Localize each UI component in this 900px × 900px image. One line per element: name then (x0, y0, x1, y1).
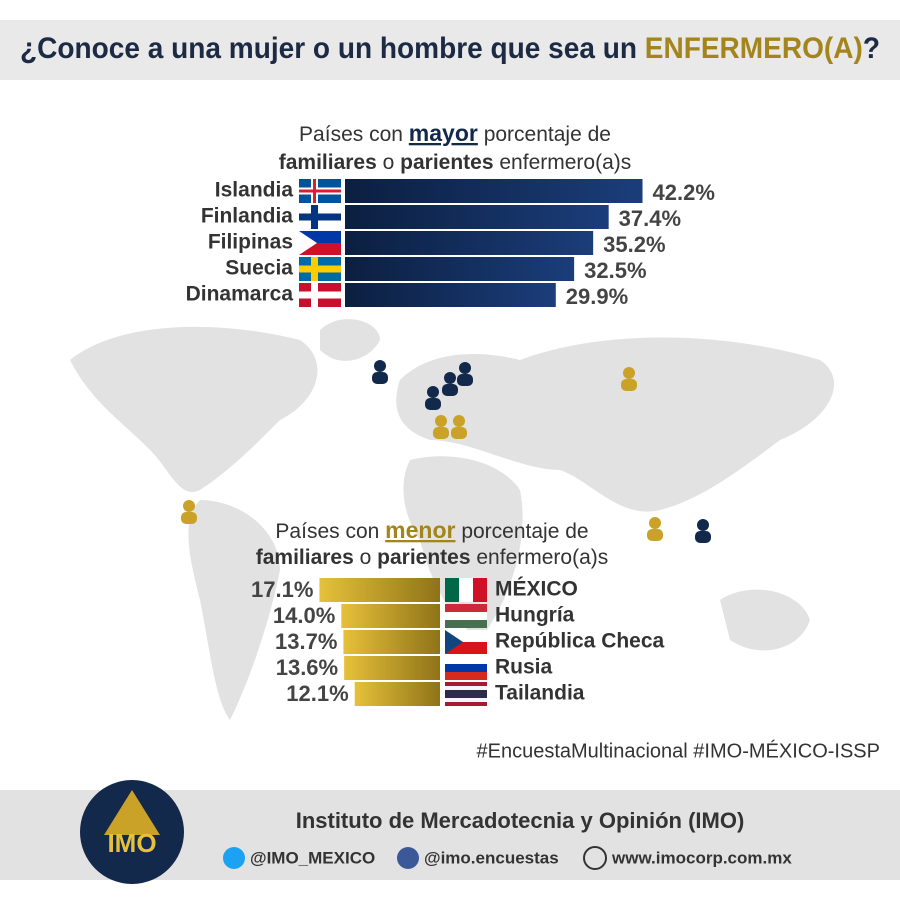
flag (445, 698, 487, 702)
flag (473, 578, 487, 602)
flag (445, 672, 487, 680)
title-part: enfermero(a)s (499, 151, 631, 174)
category-label: Suecia (225, 257, 293, 280)
bar (343, 630, 440, 654)
title-part: parientes (377, 546, 470, 569)
flag (299, 215, 341, 219)
value-label: 37.4% (619, 206, 681, 231)
title-end: ? (863, 32, 880, 65)
title-part: Países con (275, 520, 379, 543)
flag (299, 267, 341, 271)
institute-name: Instituto de Mercadotecnia y Opinión (IM… (296, 808, 745, 833)
chart-title: familiares o parientes enfermero(a)s (279, 151, 632, 174)
title-part: porcentaje de (461, 520, 588, 543)
bar (345, 283, 556, 307)
chart-title: Países con menor porcentaje de (275, 517, 588, 543)
bar (319, 578, 440, 602)
flag (445, 686, 487, 690)
flag (459, 578, 473, 602)
category-label: Rusia (495, 656, 553, 679)
hashtags: #EncuestaMultinacional #IMO-MÉXICO-ISSP (477, 739, 881, 762)
title-part: mayor (409, 120, 478, 146)
world-map (70, 319, 835, 720)
header-band (0, 20, 900, 80)
flag (445, 604, 487, 612)
website: www.imocorp.com.mx (611, 848, 792, 867)
bar (344, 656, 440, 680)
web-icon (583, 846, 607, 870)
category-label: Hungría (495, 604, 575, 627)
flag (445, 578, 459, 602)
category-label: MÉXICO (495, 578, 578, 601)
bar (345, 257, 575, 281)
value-label: 35.2% (603, 232, 665, 257)
category-label: República Checa (495, 630, 665, 653)
value-label: 12.1% (286, 681, 348, 706)
value-label: 17.1% (251, 577, 313, 602)
flag (445, 664, 487, 672)
value-label: 13.7% (275, 629, 337, 654)
charts: Islandia 42.2% Finlandia 37.4% Filipinas 35.2… (186, 179, 715, 706)
category-label: Filipinas (208, 231, 293, 254)
title-text: ¿Conoce a una mujer o un hombre que sea … (20, 32, 645, 65)
value-label: 42.2% (653, 180, 715, 205)
title-highlight: ENFERMERO(A) (645, 32, 863, 65)
title-part: menor (385, 517, 455, 543)
flag (299, 231, 317, 255)
flag (445, 656, 487, 664)
title: ¿Conoce a una mujer o un hombre que sea … (20, 32, 880, 65)
title-part: o (383, 151, 395, 174)
title-part: familiares (256, 546, 354, 569)
flag (445, 702, 487, 706)
title-part: Países con (299, 123, 403, 146)
logo-text: IMO (107, 828, 156, 858)
twitter-handle: @IMO_MEXICO (250, 848, 375, 867)
category-label: Dinamarca (186, 283, 294, 306)
facebook-icon (397, 847, 419, 869)
flag (445, 690, 487, 694)
value-label: 14.0% (273, 603, 335, 628)
title-part: familiares (279, 151, 377, 174)
bar (354, 682, 440, 706)
flag (445, 682, 487, 686)
flag (299, 189, 341, 193)
value-label: 32.5% (584, 258, 646, 283)
title-part: enfermero(a)s (476, 546, 608, 569)
bar (345, 231, 594, 255)
flag (445, 630, 463, 654)
person-icons (181, 360, 711, 543)
twitter-icon (223, 847, 245, 869)
title-part: o (360, 546, 372, 569)
flag (445, 612, 487, 620)
category-label: Islandia (215, 179, 294, 202)
facebook-handle: @imo.encuestas (424, 848, 559, 867)
chart-title: familiares o parientes enfermero(a)s (256, 546, 609, 569)
value-label: 29.9% (566, 284, 628, 309)
value-label: 13.6% (276, 655, 338, 680)
chart-title: Países con mayor porcentaje de (299, 120, 611, 146)
category-label: Tailandia (495, 682, 585, 705)
flag (445, 694, 487, 698)
flag (299, 293, 341, 297)
logo-triangle (104, 790, 160, 835)
flag (445, 620, 487, 628)
category-label: Finlandia (201, 205, 293, 228)
bar (341, 604, 440, 628)
bar (345, 205, 609, 229)
title-part: porcentaje de (484, 123, 611, 146)
title-part: parientes (400, 151, 493, 174)
bar (345, 179, 643, 203)
